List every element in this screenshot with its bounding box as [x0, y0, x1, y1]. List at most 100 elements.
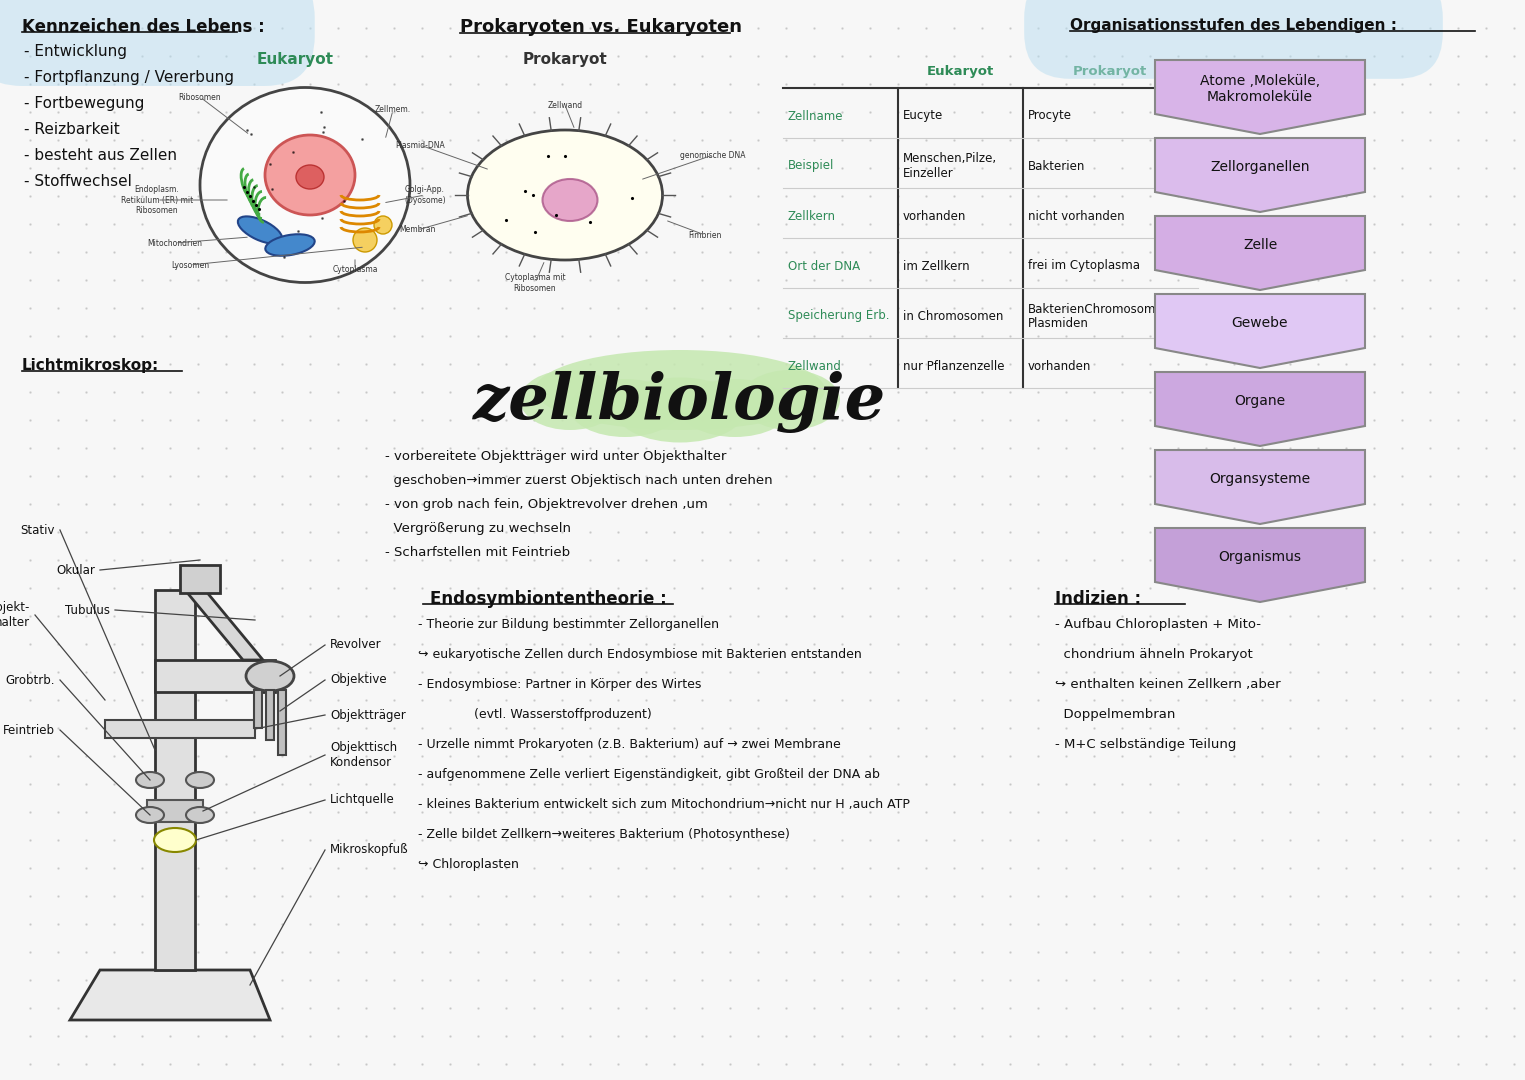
- Text: - vorbereitete Objektträger wird unter Objekthalter: - vorbereitete Objektträger wird unter O…: [384, 450, 726, 463]
- Text: Lyosomen: Lyosomen: [171, 260, 209, 270]
- Text: Objektive: Objektive: [329, 674, 387, 687]
- Text: ↪ enthalten keinen Zellkern ,aber: ↪ enthalten keinen Zellkern ,aber: [1055, 678, 1281, 691]
- Text: - M+C selbständige Teilung: - M+C selbständige Teilung: [1055, 738, 1237, 751]
- Text: - aufgenommene Zelle verliert Eigenständigkeit, gibt Großteil der DNA ab: - aufgenommene Zelle verliert Eigenständ…: [418, 768, 880, 781]
- Text: Prokaryoten vs. Eukaryoten: Prokaryoten vs. Eukaryoten: [461, 18, 743, 36]
- Text: vorhanden: vorhanden: [903, 210, 967, 222]
- Ellipse shape: [136, 772, 165, 788]
- Text: Lichtmikroskop:: Lichtmikroskop:: [21, 357, 159, 373]
- Text: Eucyte: Eucyte: [903, 109, 944, 122]
- Ellipse shape: [246, 661, 294, 691]
- Text: Menschen,Pilze,
Einzeller: Menschen,Pilze, Einzeller: [903, 152, 997, 180]
- Text: Speicherung Erb.: Speicherung Erb.: [788, 310, 889, 323]
- Text: - Entwicklung: - Entwicklung: [24, 44, 127, 59]
- Text: Kennzeichen des Lebens :: Kennzeichen des Lebens :: [21, 18, 265, 36]
- Text: Organisationsstufen des Lebendigen :: Organisationsstufen des Lebendigen :: [1071, 18, 1397, 33]
- Ellipse shape: [615, 378, 746, 443]
- Polygon shape: [1154, 372, 1365, 446]
- Text: Organsysteme: Organsysteme: [1209, 472, 1310, 486]
- Text: Organismus: Organismus: [1218, 550, 1301, 564]
- Text: Grobtrb.: Grobtrb.: [6, 674, 55, 687]
- Text: Zelle: Zelle: [1243, 238, 1276, 252]
- Text: - Scharfstellen mit Feintrieb: - Scharfstellen mit Feintrieb: [384, 546, 570, 559]
- Text: zellbiologie: zellbiologie: [473, 372, 886, 433]
- Ellipse shape: [136, 807, 165, 823]
- Ellipse shape: [680, 379, 790, 437]
- Text: genomische DNA: genomische DNA: [680, 150, 746, 160]
- Text: - kleines Bakterium entwickelt sich zum Mitochondrium→nicht nur H ,auch ATP: - kleines Bakterium entwickelt sich zum …: [418, 798, 910, 811]
- Bar: [105, 720, 255, 738]
- Text: im Zellkern: im Zellkern: [903, 259, 970, 272]
- Text: Golgi-App.
(Dyosome): Golgi-App. (Dyosome): [404, 186, 445, 205]
- Polygon shape: [1154, 528, 1365, 602]
- Text: Mitochondrien: Mitochondrien: [148, 239, 203, 247]
- Text: Objekttisch
Kondensor: Objekttisch Kondensor: [329, 741, 396, 769]
- Text: - Theorie zur Bildung bestimmter Zellorganellen: - Theorie zur Bildung bestimmter Zellorg…: [418, 618, 718, 631]
- Text: - Zelle bildet Zellkern→weiteres Bakterium (Photosynthese): - Zelle bildet Zellkern→weiteres Bakteri…: [418, 828, 790, 841]
- Polygon shape: [1154, 294, 1365, 368]
- Text: geschoben→immer zuerst Objektisch nach unten drehen: geschoben→immer zuerst Objektisch nach u…: [384, 474, 773, 487]
- Circle shape: [374, 216, 392, 234]
- Polygon shape: [185, 590, 262, 660]
- Text: - besteht aus Zellen: - besteht aus Zellen: [24, 148, 177, 163]
- Bar: [180, 565, 220, 593]
- Ellipse shape: [154, 828, 197, 852]
- Ellipse shape: [520, 370, 621, 430]
- Text: Bakterien: Bakterien: [1028, 160, 1086, 173]
- Text: - von grob nach fein, Objektrevolver drehen ,um: - von grob nach fein, Objektrevolver dre…: [384, 498, 708, 511]
- Text: Objektträger: Objektträger: [329, 708, 406, 721]
- Text: Cytoplasma: Cytoplasma: [332, 266, 378, 274]
- Text: Atome ,Moleküle,
Makromoleküle: Atome ,Moleküle, Makromoleküle: [1200, 73, 1321, 104]
- Text: - Fortpflanzung / Vererbung: - Fortpflanzung / Vererbung: [24, 70, 233, 85]
- Bar: [146, 800, 203, 822]
- Text: ↪ eukaryotische Zellen durch Endosymbiose mit Bakterien entstanden: ↪ eukaryotische Zellen durch Endosymbios…: [418, 648, 862, 661]
- Text: in Chromosomen: in Chromosomen: [903, 310, 1003, 323]
- Ellipse shape: [468, 130, 662, 260]
- Text: - Stoffwechsel: - Stoffwechsel: [24, 174, 131, 189]
- Bar: [156, 660, 274, 692]
- Text: Feintrieb: Feintrieb: [3, 724, 55, 737]
- Text: Prokaryot: Prokaryot: [1074, 65, 1147, 78]
- Text: ↪ Chloroplasten: ↪ Chloroplasten: [418, 858, 518, 870]
- Ellipse shape: [570, 379, 680, 437]
- Text: - Endosymbiose: Partner in Körper des Wirtes: - Endosymbiose: Partner in Körper des Wi…: [418, 678, 702, 691]
- Bar: [278, 690, 287, 755]
- Text: Doppelmembran: Doppelmembran: [1055, 708, 1176, 721]
- Ellipse shape: [740, 370, 840, 430]
- Text: - Aufbau Chloroplasten + Mito-: - Aufbau Chloroplasten + Mito-: [1055, 618, 1261, 631]
- Text: nicht vorhanden: nicht vorhanden: [1028, 210, 1124, 222]
- Text: Lichtquelle: Lichtquelle: [329, 794, 395, 807]
- Text: Objekt-
halter: Objekt- halter: [0, 600, 30, 629]
- Text: Cytoplasma mit
Ribosomen: Cytoplasma mit Ribosomen: [505, 273, 566, 293]
- Text: BakterienChromosom/
Plasmiden: BakterienChromosom/ Plasmiden: [1028, 302, 1161, 330]
- Polygon shape: [1154, 216, 1365, 291]
- Text: chondrium ähneln Prokaryot: chondrium ähneln Prokaryot: [1055, 648, 1252, 661]
- Text: Vergrößerung zu wechseln: Vergrößerung zu wechseln: [384, 522, 570, 535]
- Text: Procyte: Procyte: [1028, 109, 1072, 122]
- Text: Prokaryot: Prokaryot: [523, 52, 607, 67]
- Bar: [156, 590, 195, 970]
- Bar: [265, 690, 274, 740]
- Text: Eukaryot: Eukaryot: [256, 52, 334, 67]
- Text: - Urzelle nimmt Prokaryoten (z.B. Bakterium) auf → zwei Membrane: - Urzelle nimmt Prokaryoten (z.B. Bakter…: [418, 738, 840, 751]
- Text: Revolver: Revolver: [329, 638, 381, 651]
- Text: Zellorganellen: Zellorganellen: [1211, 160, 1310, 174]
- Ellipse shape: [200, 87, 410, 283]
- Text: Endoplasm.
Retikulum (ER) mit
Ribosomen: Endoplasm. Retikulum (ER) mit Ribosomen: [120, 185, 194, 215]
- Text: Eukaryot: Eukaryot: [926, 65, 994, 78]
- Text: Plasmid-DNA: Plasmid-DNA: [395, 140, 445, 149]
- Text: Zellkern: Zellkern: [788, 210, 836, 222]
- Text: Endosymbiontentheorie :: Endosymbiontentheorie :: [430, 590, 666, 608]
- Polygon shape: [1154, 60, 1365, 134]
- Ellipse shape: [186, 807, 214, 823]
- Ellipse shape: [186, 772, 214, 788]
- Text: Zellmem.: Zellmem.: [375, 106, 412, 114]
- Text: - Reizbarkeit: - Reizbarkeit: [24, 122, 120, 137]
- Polygon shape: [1154, 138, 1365, 212]
- Text: Indizien :: Indizien :: [1055, 590, 1141, 608]
- Ellipse shape: [238, 216, 282, 244]
- Ellipse shape: [543, 179, 598, 221]
- Polygon shape: [70, 970, 270, 1020]
- Text: frei im Cytoplasma: frei im Cytoplasma: [1028, 259, 1141, 272]
- Polygon shape: [1154, 450, 1365, 524]
